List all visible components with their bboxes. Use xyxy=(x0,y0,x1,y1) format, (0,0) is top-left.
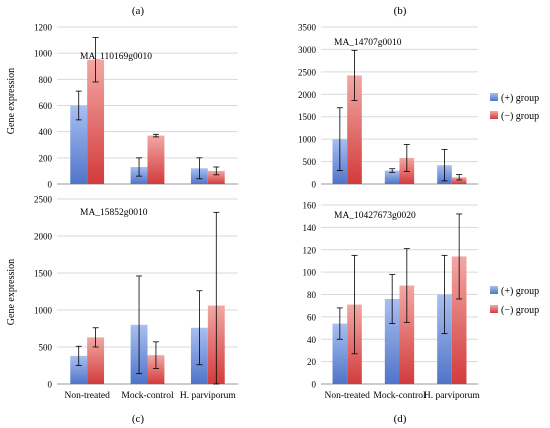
y-tick-label: 0 xyxy=(48,180,53,190)
bar xyxy=(347,75,362,184)
y-tick-label: 140 xyxy=(303,223,317,233)
x-tick-label: Mock-control xyxy=(121,391,174,401)
bar xyxy=(70,355,88,384)
y-tick-label: 600 xyxy=(39,101,53,111)
legend-label-minus: (−) group xyxy=(501,111,539,122)
panel-label-a: (a) xyxy=(132,5,145,17)
y-tick-label: 1000 xyxy=(34,49,53,59)
y-tick-label: 500 xyxy=(39,343,53,353)
x-tick-label: Non-treated xyxy=(324,391,370,401)
panel-a: 0 200 400 600 800 1000 1200 MA_110169g0010 xyxy=(34,23,238,190)
panel-d: 0 20 40 60 80 100 120 140 160 MA_10427673g0020 Non… xyxy=(303,201,481,402)
y-tick-label: 1500 xyxy=(34,269,53,279)
y-axis-label-bottom: Gene expression xyxy=(6,259,17,325)
y-tick-label: 40 xyxy=(307,335,317,345)
chart-title: MA_15852g0010 xyxy=(80,208,148,218)
legend-label-plus: (+) group xyxy=(501,286,539,297)
y-tick-label: 120 xyxy=(303,245,317,255)
x-tick-label: H. parviporum xyxy=(424,391,481,401)
y-tick-label: 0 xyxy=(312,180,317,190)
panel-b: 0 500 1000 1500 2000 2500 3000 3500 MA_14707g001… xyxy=(298,23,478,190)
y-tick-label: 1000 xyxy=(34,306,53,316)
chart-title: MA_110169g0010 xyxy=(80,52,152,62)
y-tick-label: 100 xyxy=(303,268,317,278)
panel-c: 0 500 1000 1500 2000 2500 MA_15852g0010 Non-tre… xyxy=(34,195,238,401)
panel-label-b: (b) xyxy=(394,5,407,17)
y-tick-label: 3000 xyxy=(298,45,317,55)
legend-label-minus: (−) group xyxy=(501,305,539,316)
bar xyxy=(384,298,400,384)
x-tick-label: H. parviporum xyxy=(180,391,237,401)
y-tick-label: 160 xyxy=(303,201,317,211)
y-tick-label: 2000 xyxy=(298,90,317,100)
legend-swatch-minus xyxy=(490,111,498,119)
bar xyxy=(384,170,400,184)
x-tick-label: Non-treated xyxy=(64,391,110,401)
y-tick-label: 800 xyxy=(39,75,53,85)
bar xyxy=(332,323,348,384)
y-tick-label: 2000 xyxy=(34,232,53,242)
y-tick-label: 200 xyxy=(39,153,53,163)
y-tick-label: 1000 xyxy=(298,135,317,145)
panel-label-d: (d) xyxy=(394,413,407,425)
legend-swatch-plus xyxy=(490,93,498,101)
y-tick-label: 0 xyxy=(48,380,53,390)
bar xyxy=(399,285,415,384)
y-tick-label: 80 xyxy=(307,290,317,300)
y-tick-label: 20 xyxy=(307,357,317,367)
y-tick-label: 3500 xyxy=(298,23,317,33)
bar xyxy=(451,256,467,384)
legend-top: (+) group (−) group xyxy=(490,93,539,122)
x-tick-label: Mock-control xyxy=(373,391,426,401)
bar xyxy=(207,170,225,184)
bar xyxy=(87,337,105,384)
y-tick-label: 1500 xyxy=(298,112,317,122)
y-tick-label: 500 xyxy=(303,157,317,167)
chart-title: MA_10427673g0020 xyxy=(334,211,416,221)
legend-bottom: (+) group (−) group xyxy=(490,286,539,316)
chart-title: MA_14707g0010 xyxy=(334,38,402,48)
legend-swatch-plus xyxy=(490,286,498,294)
y-tick-label: 1200 xyxy=(34,23,53,33)
bar xyxy=(70,105,88,184)
y-tick-label: 400 xyxy=(39,127,53,137)
bar xyxy=(147,135,165,184)
bar xyxy=(87,59,105,185)
y-tick-label: 0 xyxy=(312,380,317,390)
bar xyxy=(147,355,165,384)
y-tick-label: 2500 xyxy=(298,67,317,77)
legend-label-plus: (+) group xyxy=(501,93,539,104)
legend-swatch-minus xyxy=(490,305,498,313)
bar xyxy=(451,177,467,184)
y-axis-label-top: Gene expression xyxy=(6,68,17,134)
panel-label-c: (c) xyxy=(132,413,145,425)
y-tick-label: 2500 xyxy=(34,195,53,205)
y-tick-label: 60 xyxy=(307,312,317,322)
bar xyxy=(437,294,452,384)
